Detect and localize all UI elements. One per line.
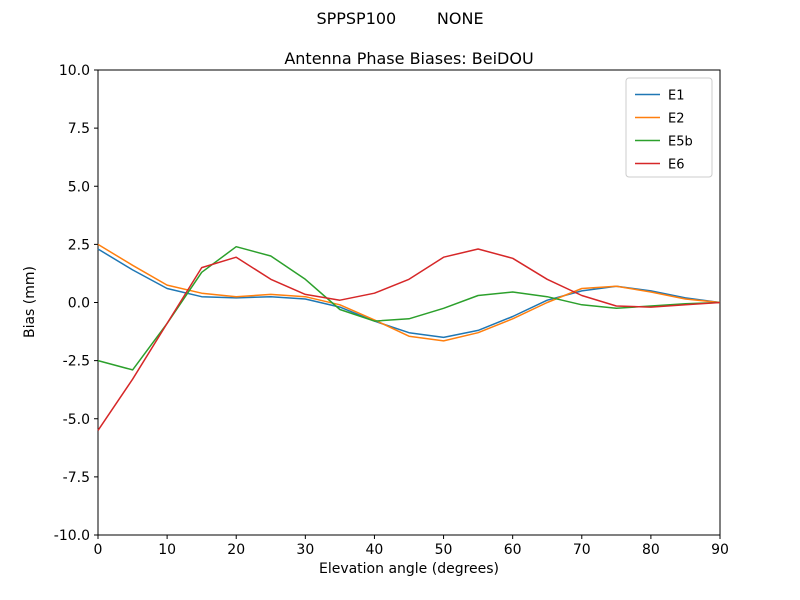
y-tick-label: 10.0: [59, 63, 90, 79]
y-tick-label: -2.5: [63, 354, 90, 370]
x-tick-label: 50: [435, 542, 453, 558]
legend-entry-E6: E6: [635, 158, 685, 173]
legend-box: [625, 77, 713, 178]
chart-title: Antenna Phase Biases: BeiDOU: [284, 49, 534, 68]
legend-label: E2: [668, 112, 685, 127]
x-tick-label: 30: [296, 542, 314, 558]
x-tick-label: 60: [504, 542, 522, 558]
y-tick-label: 5.0: [68, 179, 90, 195]
legend-label: E6: [668, 158, 685, 173]
x-tick-label: 40: [366, 542, 384, 558]
x-tick-label: 80: [642, 542, 660, 558]
x-tick-label: 20: [227, 542, 245, 558]
y-tick-label: 2.5: [68, 237, 90, 253]
legend-label: E1: [668, 89, 685, 104]
series-line-E1: [97, 248, 721, 339]
y-tick-label: 7.5: [68, 121, 90, 137]
y-tick-label: -7.5: [63, 470, 90, 486]
legend-entry-E2: E2: [635, 112, 685, 127]
x-axis-label: Elevation angle (degrees): [318, 561, 500, 577]
x-tick-label: 90: [711, 542, 729, 558]
y-tick-label: -10.0: [54, 528, 90, 544]
y-tick-label: -5.0: [63, 412, 90, 428]
figure-suptitle: SPPSP100 NONE: [316, 9, 484, 28]
series-line-E6: [97, 248, 721, 431]
legend-entry-E1: E1: [635, 89, 685, 104]
x-tick-label: 70: [573, 542, 591, 558]
series-line-E5b: [97, 245, 721, 371]
x-tick-label: 0: [94, 542, 103, 558]
series-line-E2: [97, 243, 721, 342]
y-tick-label: 0.0: [68, 296, 90, 312]
x-tick-label: 10: [158, 542, 176, 558]
legend-label: E5b: [668, 135, 693, 150]
legend: E1 E2 E5b E6: [625, 77, 713, 178]
legend-entry-E5b: E5b: [635, 135, 693, 150]
